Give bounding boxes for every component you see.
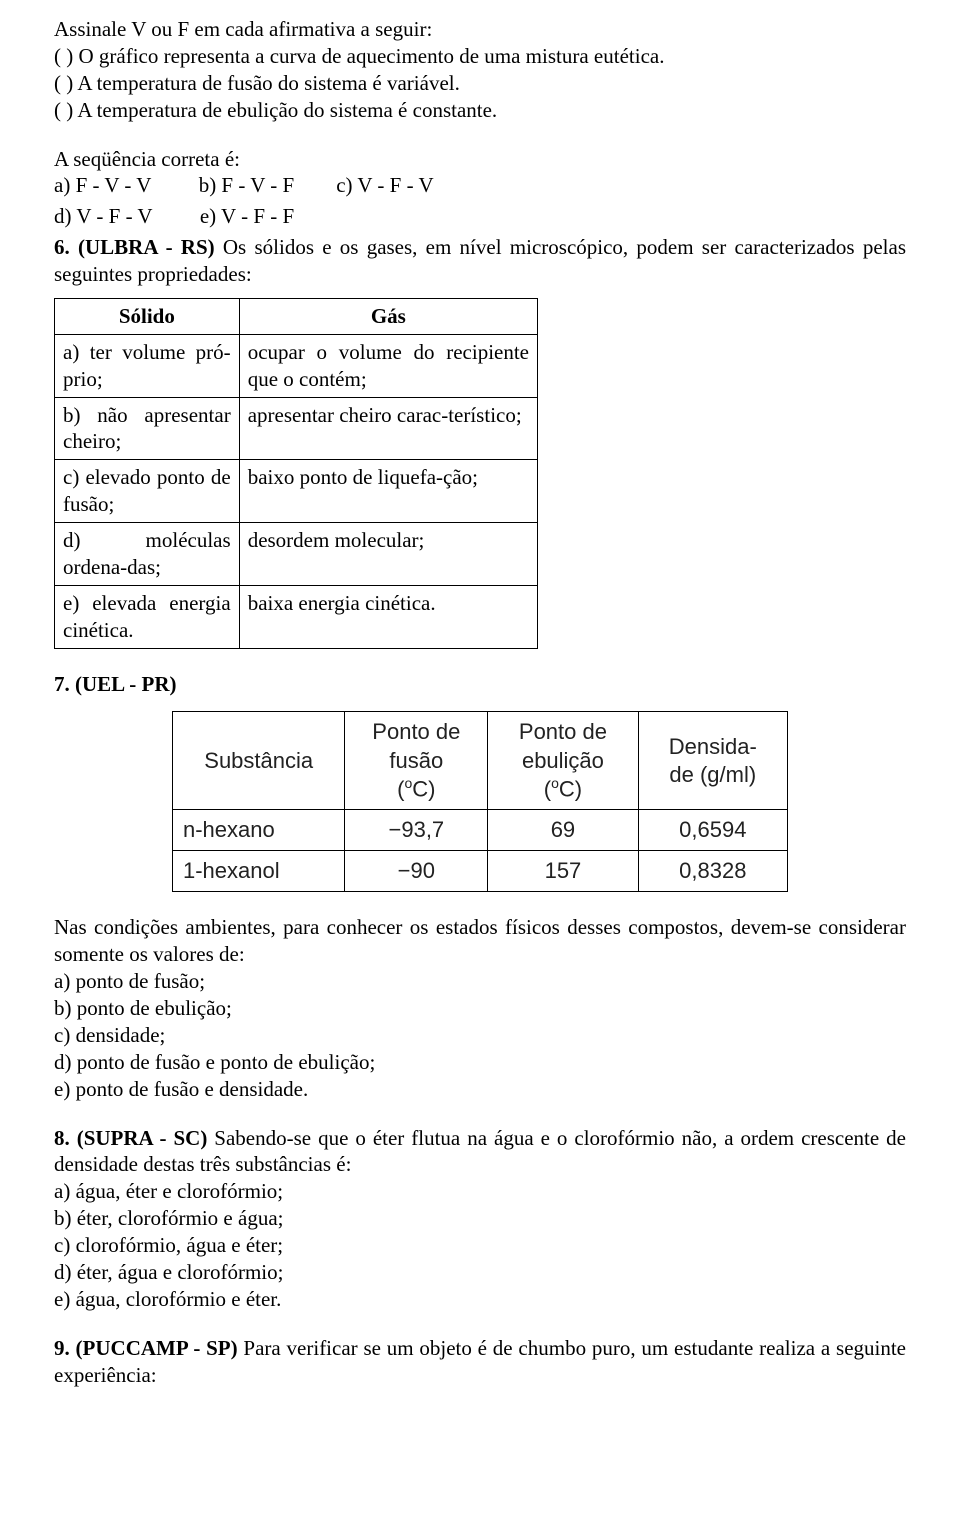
q7-cell: n-hexano	[173, 810, 345, 851]
q7-cell: 157	[488, 851, 638, 892]
q6-cell: apresentar cheiro carac-terístico;	[239, 397, 537, 460]
q6-table: Sólido Gás a) ter volume pró-prio; ocupa…	[54, 298, 538, 649]
q8-option-d: d) éter, água e clorofórmio;	[54, 1259, 906, 1286]
q7-head-dens: Densida-de (g/ml)	[638, 712, 787, 810]
q7-label: 7. (UEL - PR)	[54, 671, 906, 698]
table-row: 1-hexanol −90 157 0,8328	[173, 851, 788, 892]
q6-cell: d) moléculas ordena-das;	[55, 523, 240, 586]
table-row: Substância Ponto defusão(oC) Ponto deebu…	[173, 712, 788, 810]
q7-cell: 1-hexanol	[173, 851, 345, 892]
q7-option-a: a) ponto de fusão;	[54, 968, 906, 995]
q6-head-gas: Gás	[239, 298, 537, 334]
intro-item-1: ( ) O gráfico representa a curva de aque…	[54, 43, 906, 70]
q8-lead-bold: 8. (SUPRA - SC)	[54, 1126, 207, 1150]
q7-option-e: e) ponto de fusão e densidade.	[54, 1076, 906, 1103]
intro-sequence-label: A seqüência correta é:	[54, 146, 906, 173]
page-root: Assinale V ou F em cada afirmativa a seg…	[0, 0, 960, 1532]
q7-question: Nas condições ambientes, para conhecer o…	[54, 914, 906, 968]
q7-cell: −90	[345, 851, 488, 892]
intro-item-2: ( ) A temperatura de fusão do sistema é …	[54, 70, 906, 97]
table-row: n-hexano −93,7 69 0,6594	[173, 810, 788, 851]
table-row: c) elevado ponto de fusão; baixo ponto d…	[55, 460, 538, 523]
q7-cell: −93,7	[345, 810, 488, 851]
q9-lead-bold: 9. (PUCCAMP - SP)	[54, 1336, 238, 1360]
intro-options-row2: d) V - F - V e) V - F - F	[54, 203, 906, 230]
option-b: b) F - V - F	[199, 173, 295, 197]
q7-head-pe: Ponto deebulição(oC)	[488, 712, 638, 810]
q6-cell: desordem molecular;	[239, 523, 537, 586]
q6-cell: a) ter volume pró-prio;	[55, 334, 240, 397]
q6-lead-bold: 6. (ULBRA - RS)	[54, 235, 215, 259]
q8-option-a: a) água, éter e clorofórmio;	[54, 1178, 906, 1205]
q8-option-c: c) clorofórmio, água e éter;	[54, 1232, 906, 1259]
table-row: b) não apresentar cheiro; apresentar che…	[55, 397, 538, 460]
q7-cell: 0,6594	[638, 810, 787, 851]
q8-option-e: e) água, clorofórmio e éter.	[54, 1286, 906, 1313]
q7-option-c: c) densidade;	[54, 1022, 906, 1049]
q6-cell: baixo ponto de liquefa-ção;	[239, 460, 537, 523]
option-a: a) F - V - V	[54, 173, 151, 197]
q7-cell: 0,8328	[638, 851, 787, 892]
q7-option-b: b) ponto de ebulição;	[54, 995, 906, 1022]
option-d: d) V - F - V	[54, 204, 153, 228]
option-e: e) V - F - F	[200, 204, 294, 228]
q6-cell: e) elevada energia cinética.	[55, 585, 240, 648]
q6-head-solid: Sólido	[55, 298, 240, 334]
q7-cell: 69	[488, 810, 638, 851]
intro-title: Assinale V ou F em cada afirmativa a seg…	[54, 16, 906, 43]
intro-options-row1: a) F - V - V b) F - V - F c) V - F - V	[54, 172, 906, 199]
table-row: Sólido Gás	[55, 298, 538, 334]
q6-lead: 6. (ULBRA - RS) Os sólidos e os gases, e…	[54, 234, 906, 288]
q7-head-pf: Ponto defusão(oC)	[345, 712, 488, 810]
q7-table: Substância Ponto defusão(oC) Ponto deebu…	[172, 711, 788, 892]
table-row: a) ter volume pró-prio; ocupar o volume …	[55, 334, 538, 397]
q7-table-wrap: Substância Ponto defusão(oC) Ponto deebu…	[54, 703, 906, 914]
option-c: c) V - F - V	[336, 173, 433, 197]
q6-cell: c) elevado ponto de fusão;	[55, 460, 240, 523]
q7-head-substance: Substância	[173, 712, 345, 810]
intro-item-3: ( ) A temperatura de ebulição do sistema…	[54, 97, 906, 124]
q9-lead: 9. (PUCCAMP - SP) Para verificar se um o…	[54, 1335, 906, 1389]
q8-option-b: b) éter, clorofórmio e água;	[54, 1205, 906, 1232]
q8-lead: 8. (SUPRA - SC) Sabendo-se que o éter fl…	[54, 1125, 906, 1179]
q6-cell: baixa energia cinética.	[239, 585, 537, 648]
table-row: d) moléculas ordena-das; desordem molecu…	[55, 523, 538, 586]
q6-cell: ocupar o volume do recipiente que o cont…	[239, 334, 537, 397]
q7-option-d: d) ponto de fusão e ponto de ebulição;	[54, 1049, 906, 1076]
q6-cell: b) não apresentar cheiro;	[55, 397, 240, 460]
table-row: e) elevada energia cinética. baixa energ…	[55, 585, 538, 648]
